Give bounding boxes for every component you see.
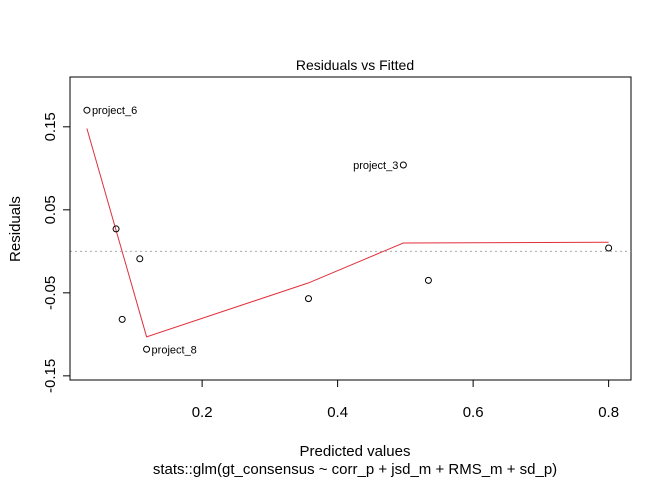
y-tick-label: -0.05 <box>42 276 59 310</box>
y-tick-label: 0.15 <box>42 112 59 141</box>
residual-point <box>136 255 144 263</box>
x-tick-label: 0.2 <box>192 404 213 421</box>
point-label: project_8 <box>152 344 197 356</box>
residual-point <box>112 225 120 233</box>
point-label: project_6 <box>92 105 137 117</box>
residual-point <box>399 161 407 169</box>
y-tick-label: 0.05 <box>42 195 59 224</box>
y-axis: -0.15 -0.05 0.05 0.15 <box>42 112 71 393</box>
y-axis-label: Residuals <box>7 196 24 262</box>
residual-point <box>143 345 151 353</box>
smooth-trend-line <box>86 128 609 338</box>
x-axis: 0.2 0.4 0.6 0.8 <box>192 379 619 421</box>
point-labels: project_6 project_8 project_3 <box>92 105 398 356</box>
x-axis-sublabel: stats::glm(gt_consensus ~ corr_p + jsd_m… <box>153 461 557 478</box>
residual-point <box>118 315 126 323</box>
x-tick-label: 0.8 <box>598 404 619 421</box>
residual-points <box>83 106 613 353</box>
residual-point <box>304 295 312 303</box>
point-label: project_3 <box>353 160 398 172</box>
y-tick-label: -0.15 <box>42 359 59 393</box>
chart-title: Residuals vs Fitted <box>296 57 414 73</box>
x-axis-label: Predicted values <box>300 443 411 460</box>
residual-point <box>605 244 613 252</box>
x-tick-label: 0.6 <box>463 404 484 421</box>
residual-point <box>424 276 432 284</box>
residual-point <box>83 106 91 114</box>
x-tick-label: 0.4 <box>327 404 348 421</box>
